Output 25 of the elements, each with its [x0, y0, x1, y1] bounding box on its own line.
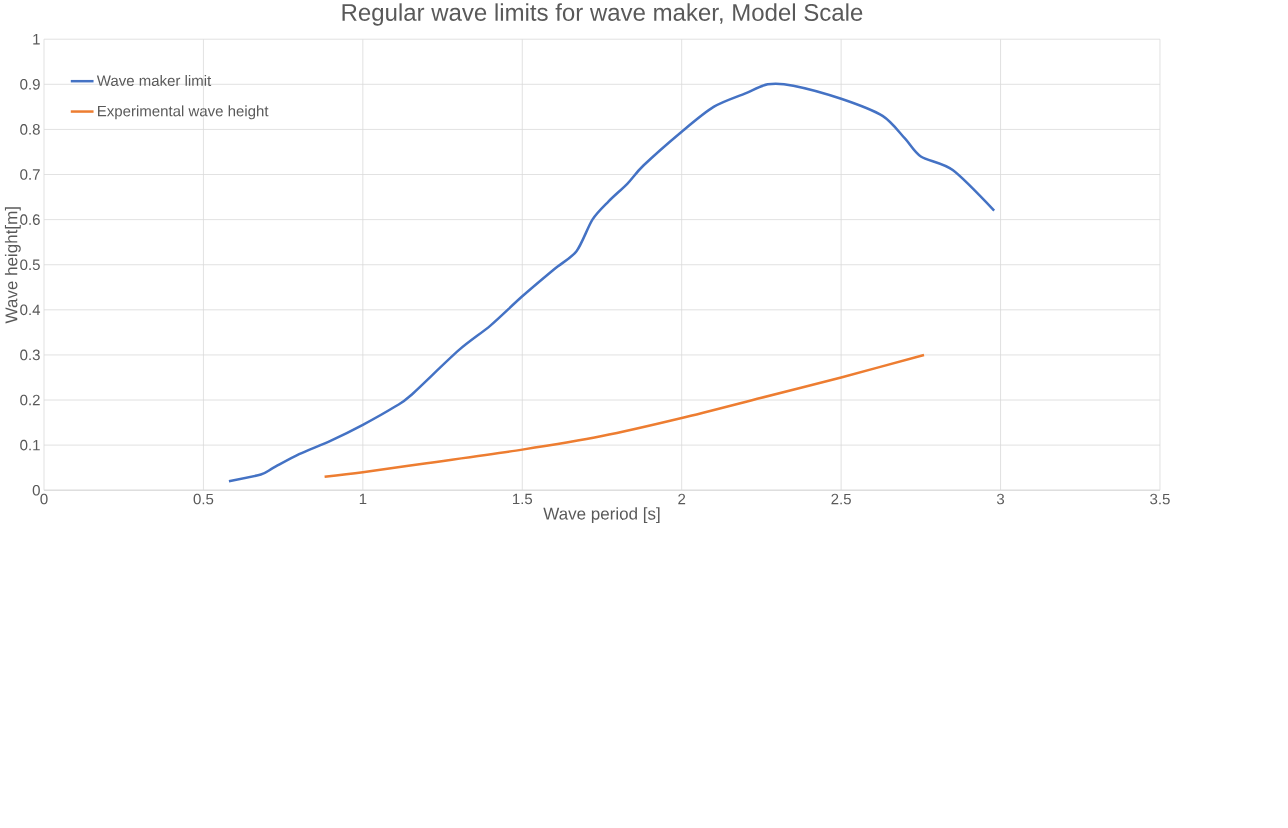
- y-tick-label: 0: [32, 484, 40, 496]
- line-series: [323, 353, 926, 478]
- legend-label: Experimental wave height: [98, 105, 269, 120]
- y-tick-label: 0.4: [20, 304, 41, 315]
- legend-label: Wave maker limit: [96, 74, 212, 86]
- x-tick-label: 2.5: [831, 493, 851, 505]
- y-tick-label: 0.8: [20, 123, 40, 135]
- x-tick-label: 2: [678, 493, 686, 504]
- x-tick-label: 3.5: [1150, 493, 1170, 505]
- y-tick-label: 1: [33, 33, 40, 45]
- y-tick-label: 0.1: [20, 439, 40, 451]
- y-tick-label: 0.6: [20, 214, 40, 225]
- y-tick-label: 0.2: [20, 394, 40, 406]
- x-tick-label: 3: [996, 493, 1005, 505]
- y-axis-title: Wave height[m]: [4, 206, 21, 324]
- x-tick-label: 1: [359, 493, 367, 504]
- y-tick-label: 0.3: [20, 349, 40, 360]
- y-tick-label: 0.5: [20, 259, 40, 270]
- x-tick-label: 1.5: [513, 493, 533, 504]
- y-tick-label: 0.7: [20, 168, 40, 180]
- x-tick-label: 0.5: [193, 493, 214, 505]
- line-series: [227, 82, 996, 483]
- chart-title: Regular wave limits for wave maker, Model Scale: [342, 3, 863, 26]
- y-tick-label: 0.9: [20, 78, 40, 90]
- x-axis-title: Wave period [s]: [543, 507, 660, 523]
